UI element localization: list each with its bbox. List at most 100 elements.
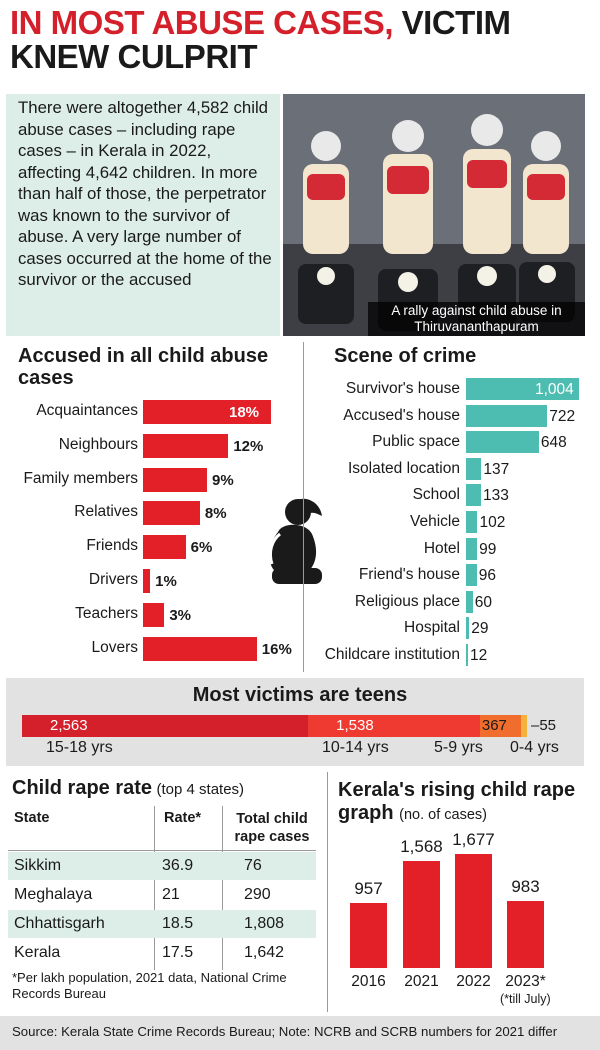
table-col-rate: Rate* [164, 810, 202, 826]
accused-bar [143, 501, 200, 526]
scene-value: 648 [540, 434, 567, 452]
table-cell-rate: 17.5 [162, 944, 194, 961]
scene-value: 99 [479, 540, 497, 558]
accused-label: Family members [23, 469, 138, 487]
accused-bar [143, 433, 229, 458]
table-cell-total: 1,808 [244, 915, 285, 932]
accused-bar [143, 400, 271, 424]
kerala-value: 983 [511, 877, 540, 897]
headline-black-1: VICTIM [401, 4, 511, 41]
kerala-chart-title: Kerala's rising child rape graph (no. of… [338, 779, 588, 827]
rally-photo [283, 94, 585, 336]
kerala-bar [455, 854, 492, 968]
table-cell-rate: 21 [162, 886, 180, 903]
accused-bar [143, 569, 151, 593]
accused-bar [143, 467, 207, 492]
scene-bar [466, 457, 482, 480]
accused-value: 3% [169, 606, 192, 624]
scene-bar [466, 431, 539, 454]
kerala-chart-note: (no. of cases) [399, 807, 487, 823]
kerala-value: 1,568 [400, 837, 443, 857]
scene-value: 60 [474, 593, 492, 611]
table-cell-state: Meghalaya [14, 886, 93, 903]
scene-bar [466, 511, 478, 533]
kerala-value: 1,677 [452, 830, 495, 849]
table-divider-1 [154, 806, 155, 970]
accused-label: Teachers [75, 604, 138, 622]
age-segment [479, 715, 521, 737]
scene-value: 137 [483, 460, 510, 478]
scene-value: 12 [470, 647, 488, 664]
accused-value: 12% [233, 437, 264, 455]
table-cell-total: 76 [244, 857, 262, 874]
scene-bar [466, 378, 579, 400]
scene-bar [466, 590, 473, 613]
scene-label: Public space [372, 433, 460, 451]
kerala-bar [403, 861, 440, 968]
accused-label: Friends [86, 537, 138, 555]
accused-chart-title: Accused in all child abuse cases [18, 345, 269, 389]
age-label: 15-18 yrs [46, 739, 113, 756]
scene-label: Isolated location [347, 459, 460, 477]
table-cell-state: Sikkim [14, 857, 62, 874]
headline-black-2: KNEW CULPRIT [10, 38, 257, 75]
scene-label: Childcare institution [324, 646, 460, 663]
age-segment [308, 715, 480, 737]
table-divider-2 [222, 806, 223, 970]
scene-value: 96 [478, 567, 497, 585]
kerala-chart-title-text: Kerala's rising child rape graph [338, 779, 576, 824]
scene-label: Hospital [404, 619, 460, 637]
scene-label: Survivor's house [345, 380, 460, 397]
accused-value: 9% [212, 471, 234, 489]
age-value: 367 [481, 717, 507, 734]
scene-value: 722 [549, 407, 576, 425]
table-cell-rate: 36.9 [162, 857, 194, 874]
source-note: Source: Kerala State Crime Records Burea… [0, 1016, 600, 1050]
accused-bar [143, 602, 165, 627]
scene-label: Religious place [354, 592, 460, 610]
kerala-bar [507, 901, 544, 968]
accused-label: Lovers [91, 638, 138, 656]
table-col-state: State [14, 810, 50, 826]
kerala-bar [350, 902, 387, 968]
headline: IN MOST ABUSE CASES, VICTIM KNEW CULPRIT [10, 6, 590, 74]
teens-chart-title: Most victims are teens [192, 684, 408, 706]
table-row [8, 852, 316, 880]
photo-caption: A rally against child abuse in Thiruvana… [368, 302, 585, 336]
accused-value: 1% [155, 573, 177, 590]
age-label: 5-9 yrs [434, 739, 483, 756]
scene-value: 102 [479, 514, 506, 531]
scene-label: School [412, 486, 460, 504]
age-label: 0-4 yrs [510, 739, 559, 756]
scene-bar [466, 537, 478, 560]
rate-table-title: Child rape rate [12, 777, 153, 799]
scene-label: Accused's house [343, 406, 460, 424]
scene-bar [466, 484, 481, 507]
table-cell-state: Chhattisgarh [14, 915, 105, 932]
table-col-total: Total child rape cases [234, 811, 310, 845]
intro-text: There were altogether 4,582 child abuse … [6, 94, 280, 336]
age-value: –55 [531, 717, 557, 734]
kerala-footnote: (*till July) [500, 992, 551, 1006]
age-value: 2,563 [50, 717, 88, 734]
bottom-divider [327, 772, 328, 1012]
kerala-year: 2021 [404, 973, 439, 990]
scene-label: Hotel [423, 539, 460, 557]
accused-value: 16% [261, 640, 292, 658]
accused-value: 8% [204, 505, 227, 523]
kerala-year: 2016 [351, 973, 386, 990]
age-segment [520, 715, 527, 737]
accused-bar [143, 535, 186, 560]
scene-chart-title: Scene of crime [334, 345, 477, 367]
vertical-divider [303, 342, 304, 672]
scene-value: 1,004 [535, 381, 574, 398]
accused-value: 6% [190, 539, 213, 557]
kerala-year: 2022 [456, 973, 491, 990]
scene-bar [466, 564, 477, 587]
accused-label: Acquaintances [36, 402, 138, 419]
age-value: 1,538 [336, 717, 374, 734]
table-cell-rate: 18.5 [162, 915, 194, 932]
age-segment [22, 715, 309, 737]
scene-label: Friend's house [358, 566, 460, 584]
scene-bar [466, 644, 468, 666]
